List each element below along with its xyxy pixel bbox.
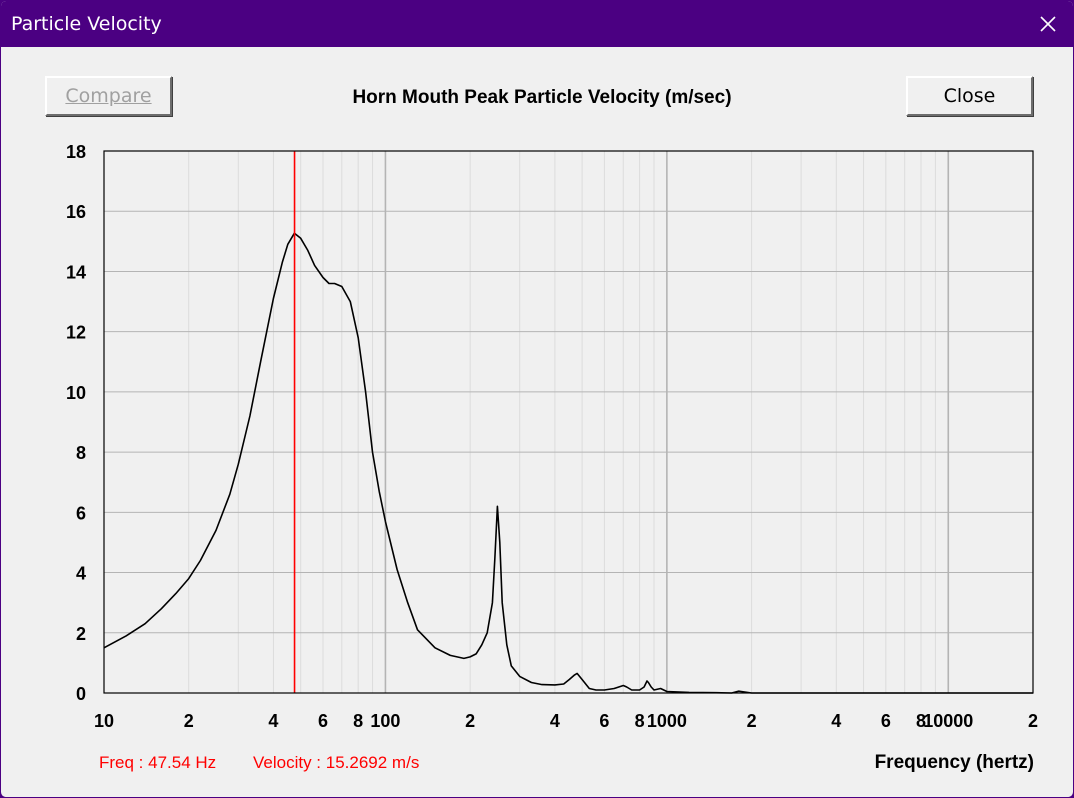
title-bar[interactable]: Particle Velocity	[1, 1, 1073, 47]
frequency-readout: Freq : 47.54 Hz	[99, 753, 217, 772]
compare-button-label: Compare	[65, 85, 152, 107]
chart-grid	[104, 151, 1033, 693]
y-tick-label: 0	[76, 684, 86, 704]
y-tick-label: 10	[66, 383, 86, 403]
x-tick-label: 8	[916, 711, 926, 731]
x-tick-label: 8	[635, 711, 645, 731]
x-axis-label: Frequency (hertz)	[874, 752, 1034, 773]
close-button[interactable]: Close	[906, 76, 1033, 116]
series-line-velocity	[103, 232, 1033, 694]
y-tick-label: 16	[66, 202, 86, 222]
x-tick-label: 4	[550, 711, 560, 731]
plot-frame	[103, 150, 1034, 694]
x-tick-label: 2	[465, 711, 475, 731]
x-tick-label: 6	[318, 711, 328, 731]
close-button-label: Close	[943, 85, 996, 107]
y-tick-label: 4	[76, 564, 86, 584]
y-tick-label: 18	[66, 142, 86, 162]
x-tick-label: 10000	[923, 711, 973, 731]
chart-series	[103, 232, 1033, 694]
close-icon[interactable]	[1033, 9, 1063, 39]
x-tick-label: 6	[599, 711, 609, 731]
y-tick-label: 14	[66, 262, 86, 282]
x-tick-label: 6	[881, 711, 891, 731]
y-tick-label: 2	[76, 624, 86, 644]
y-tick-label: 12	[66, 323, 86, 343]
x-tick-label: 2	[1028, 711, 1038, 731]
chart-title: Horn Mouth Peak Particle Velocity (m/sec…	[352, 87, 732, 108]
x-tick-label: 2	[747, 711, 757, 731]
x-tick-label: 1000	[647, 711, 687, 731]
y-tick-label: 8	[76, 443, 86, 463]
x-tick-label: 100	[370, 711, 400, 731]
client-area: Compare Horn Mouth Peak Particle Velocit…	[2, 47, 1072, 797]
x-tick-label: 2	[184, 711, 194, 731]
compare-button[interactable]: Compare	[45, 76, 172, 116]
y-tick-label: 6	[76, 503, 86, 523]
velocity-readout: Velocity : 15.2692 m/s	[253, 753, 420, 772]
x-tick-label: 4	[268, 711, 278, 731]
x-tick-label: 10	[94, 711, 114, 731]
window-title: Particle Velocity	[11, 13, 162, 35]
x-tick-label: 8	[353, 711, 363, 731]
x-tick-label: 4	[831, 711, 841, 731]
